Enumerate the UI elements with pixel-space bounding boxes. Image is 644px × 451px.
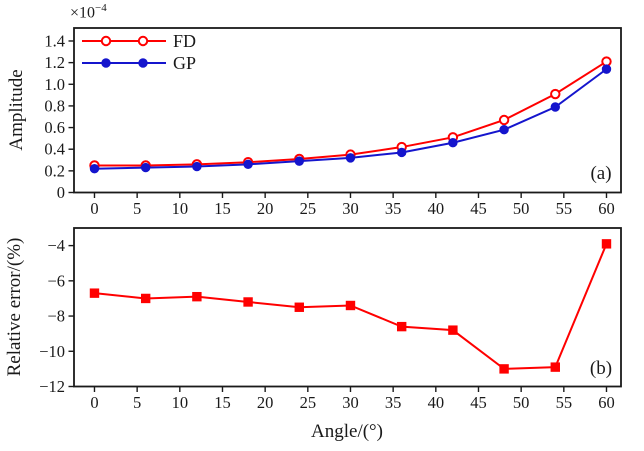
y-tick-label: −4 bbox=[47, 236, 65, 255]
panel-b-frame bbox=[73, 227, 622, 388]
legend-swatch bbox=[82, 35, 166, 47]
y-tick-label: 0.4 bbox=[44, 140, 65, 159]
data-point-square bbox=[550, 362, 560, 372]
panel-b-tag: (b) bbox=[589, 358, 613, 379]
x-tick-label: 35 bbox=[385, 393, 402, 412]
data-point-circle-filled bbox=[294, 156, 304, 166]
y-tick-label: 0.2 bbox=[44, 161, 65, 180]
data-point-circle-open bbox=[550, 88, 561, 100]
x-tick-label: 30 bbox=[342, 393, 359, 412]
y-tick-label: 1.0 bbox=[44, 75, 65, 94]
series-gp bbox=[89, 64, 612, 174]
data-point-square bbox=[448, 325, 458, 335]
data-point-circle-filled bbox=[345, 153, 356, 163]
x-tick-label: 10 bbox=[172, 199, 189, 218]
legend-item-fd: FD bbox=[80, 30, 196, 52]
legend-swatch bbox=[82, 58, 166, 68]
y-tick-label: −6 bbox=[47, 271, 65, 290]
data-point-square bbox=[499, 364, 509, 374]
x-tick-label: 60 bbox=[598, 393, 615, 412]
legend: FD GP bbox=[80, 30, 196, 74]
x-tick-label: 30 bbox=[342, 199, 359, 218]
data-point-circle-filled bbox=[192, 161, 202, 172]
offset-base: ×10 bbox=[70, 4, 96, 22]
series-fd bbox=[89, 56, 612, 171]
y-tick-label: 0.6 bbox=[44, 118, 65, 137]
x-tick-label: 20 bbox=[257, 199, 274, 218]
panel-a: 0 5 10 15 20 25 30 35 40 45 50 55 60 0 0.2 0.4 0.6 0.8 1.0… bbox=[44, 27, 622, 218]
data-point-circle-open bbox=[100, 35, 112, 47]
y-tick-label: −10 bbox=[39, 342, 65, 361]
panel-b: 0 5 10 15 20 25 30 35 40 45 50 55 60 −4 −6 −8 −10 −12 bbox=[39, 227, 622, 412]
x-tick-label: 0 bbox=[90, 199, 98, 218]
legend-item-gp: GP bbox=[80, 52, 196, 74]
x-tick-label: 40 bbox=[428, 199, 445, 218]
panel-a-frame bbox=[73, 27, 622, 194]
data-point-square bbox=[243, 297, 253, 307]
series-relative-error bbox=[89, 239, 612, 374]
panel-b-y-axis-label: Relative error/(%) bbox=[4, 237, 25, 377]
offset-exponent: −4 bbox=[95, 2, 107, 14]
data-point-circle-filled bbox=[243, 159, 253, 170]
y-tick-label: −12 bbox=[39, 377, 65, 396]
y-tick-label: −8 bbox=[47, 307, 65, 326]
x-tick-label: 60 bbox=[598, 199, 615, 218]
data-point-square bbox=[396, 321, 407, 332]
data-point-circle-filled bbox=[499, 125, 509, 135]
data-point-square bbox=[601, 239, 612, 249]
data-point-circle-open bbox=[498, 114, 510, 126]
x-tick-label: 50 bbox=[513, 393, 530, 412]
data-point-square bbox=[294, 302, 304, 312]
x-axis-label: Angle/(°) bbox=[311, 421, 383, 442]
data-point-circle-filled bbox=[101, 58, 111, 68]
x-tick-label: 45 bbox=[470, 393, 487, 412]
y-tick-label: 1.2 bbox=[44, 53, 65, 72]
x-tick-label: 5 bbox=[133, 199, 141, 218]
x-tick-label: 15 bbox=[214, 199, 231, 218]
x-tick-label: 20 bbox=[257, 393, 274, 412]
panel-a-y-axis-label: Amplitude bbox=[6, 69, 27, 151]
data-point-circle-filled bbox=[448, 138, 458, 148]
x-tick-label: 35 bbox=[385, 199, 402, 218]
legend-label: FD bbox=[173, 30, 197, 51]
x-tick-label: 0 bbox=[90, 393, 98, 412]
panel-a-tag: (a) bbox=[590, 163, 612, 184]
y-axis-offset-label: ×10−4 bbox=[70, 2, 107, 22]
x-tick-label: 55 bbox=[556, 393, 573, 412]
data-point-square bbox=[89, 288, 100, 298]
x-tick-label: 25 bbox=[300, 393, 317, 412]
x-tick-label: 45 bbox=[470, 199, 487, 218]
data-point-circle-filled bbox=[601, 64, 612, 74]
legend-label: GP bbox=[173, 52, 197, 73]
data-point-circle-filled bbox=[89, 163, 100, 174]
data-point-square bbox=[140, 293, 151, 304]
x-tick-label: 25 bbox=[300, 199, 317, 218]
data-point-circle-open bbox=[137, 35, 149, 47]
x-tick-label: 50 bbox=[513, 199, 530, 218]
x-tick-label: 40 bbox=[428, 393, 445, 412]
x-tick-label: 15 bbox=[214, 393, 231, 412]
y-tick-label: 0.8 bbox=[44, 96, 65, 115]
x-tick-label: 10 bbox=[172, 393, 189, 412]
data-point-square bbox=[192, 291, 202, 302]
x-tick-label: 5 bbox=[133, 393, 141, 412]
data-point-circle-filled bbox=[138, 58, 148, 68]
data-point-circle-filled bbox=[140, 162, 151, 173]
data-point-circle-filled bbox=[396, 147, 407, 158]
x-tick-label: 55 bbox=[556, 199, 573, 218]
data-point-square bbox=[345, 300, 356, 311]
data-point-circle-filled bbox=[550, 102, 560, 112]
y-tick-label: 1.4 bbox=[44, 31, 65, 50]
y-tick-label: 0 bbox=[57, 183, 65, 202]
